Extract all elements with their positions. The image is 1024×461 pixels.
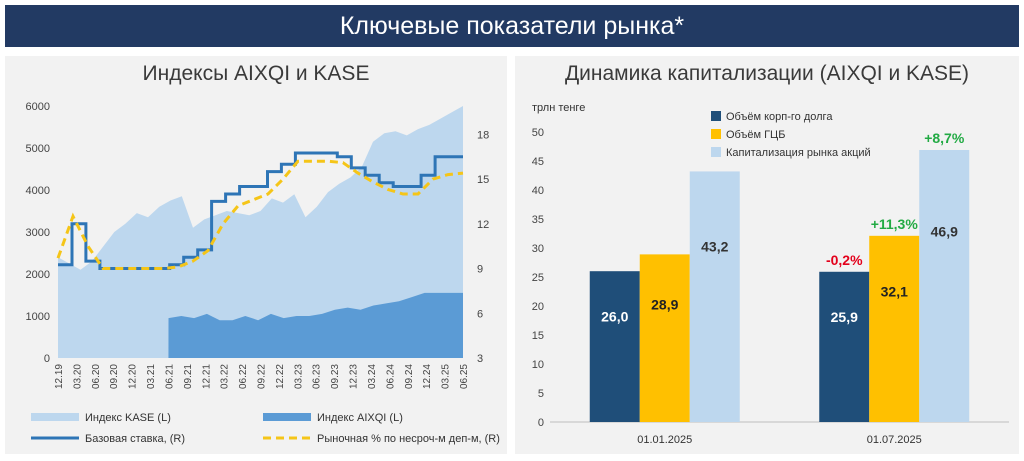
y-right-tick-label: 15 [477,174,489,186]
bar-value-label: 28,9 [651,297,678,313]
y-left-tick-label: 5000 [26,143,50,155]
right-chart-panel: Динамика капитализации (AIXQI и KASE) тр… [515,56,1019,454]
x-tick-label: 03.23 [293,364,304,389]
right-chart-title: Динамика капитализации (AIXQI и KASE) [564,62,970,85]
y-left-tick-label: 2000 [26,269,50,281]
y-left-tick-label: 1000 [26,311,50,323]
legend-label-kase: Индекс KASE (L) [85,412,171,424]
y-tick-label: 50 [532,127,544,139]
y-axis-unit-label: трлн тенге [532,102,585,114]
bar-value-label: 43,2 [701,239,728,255]
x-tick-label: 06.22 [238,364,249,389]
legend-label-corp-debt: Объём корп-го долга [726,111,833,123]
page-title: Ключевые показатели рынка* [339,11,685,40]
bar-value-label: 26,0 [601,308,628,324]
base-rate-line [58,151,463,270]
bar-value-label: 46,9 [931,224,958,240]
x-tick-label: 03.24 [367,364,378,389]
y-right-tick-label: 3 [477,353,483,365]
x-tick-label: 03.20 [72,364,83,389]
right-chart-svg: трлн тенге 0 5 10 15 20 25 30 35 40 45 50 01.01.202… [532,102,1009,446]
legend-swatch-kase [31,413,79,421]
left-chart-legend: Индекс KASE (L) Индекс AIXQI (L) Базовая… [31,412,500,445]
legend-label-market-rate: Рыночная % по несроч-м деп-м, (R) [317,433,500,445]
y-right-tick-label: 6 [477,308,483,320]
right-chart-legend: Объём корп-го долга Объём ГЦБ Капитализа… [711,111,871,159]
y-tick-label: 40 [532,185,544,197]
x-tick-label: 12.19 [54,364,65,389]
left-chart-lines [56,151,464,270]
y-left-tick-label: 0 [44,353,50,365]
x-tick-label: 09.20 [109,364,120,389]
y-left-tick-label: 4000 [26,185,50,197]
x-tick-label: 03.22 [220,364,231,389]
bar-2-1 [919,149,970,422]
left-chart-axes: 0 1000 2000 3000 4000 5000 6000 3 6 9 12 15 18 12.19 0… [26,101,490,389]
legend-label-base-rate: Базовая ставка, (R) [85,433,185,445]
change-label: +11,3% [871,216,919,232]
change-label: +8,7% [924,130,965,146]
y-tick-label: 15 [532,330,544,342]
legend-label-capitalization: Капитализация рынка акций [726,147,871,159]
y-tick-label: 0 [538,417,544,429]
legend-swatch-corp-debt [711,111,721,121]
y-right-tick-label: 9 [477,264,483,276]
change-label: -0,2% [826,252,863,268]
category-label: 01.07.2025 [867,434,922,446]
legend-swatch-capitalization [711,147,721,157]
bar-value-label: 32,1 [881,284,908,300]
legend-label-aixqi: Индекс AIXQI (L) [317,412,403,424]
x-tick-label: 09.23 [330,364,341,389]
bar-0-1 [819,271,870,422]
x-tick-label: 12.24 [422,364,433,389]
left-chart-svg: 0 1000 2000 3000 4000 5000 6000 3 6 9 12 15 18 12.19 0… [26,101,500,445]
left-chart-panel: Индексы AIXQI и KASE 0 1000 2000 3000 4000 50… [5,56,507,454]
x-tick-label: 03.21 [146,364,157,389]
bar-1-0 [639,254,690,422]
left-chart-areas [58,106,464,358]
x-tick-label: 12.21 [201,364,212,389]
bar-0-0 [589,271,640,422]
bar-value-label: 25,9 [831,309,858,325]
page-title-banner: Ключевые показатели рынка* [5,5,1019,47]
aixqi-index-area [168,292,464,358]
y-tick-label: 25 [532,272,544,284]
y-tick-label: 5 [538,388,544,400]
left-chart-title: Индексы AIXQI и KASE [142,62,370,85]
x-tick-label: 12.20 [128,364,139,389]
legend-label-gcb: Объём ГЦБ [726,129,785,141]
y-tick-label: 45 [532,156,544,168]
x-tick-label: 03.25 [441,364,452,389]
x-tick-label: 12.22 [275,364,286,389]
y-left-tick-label: 3000 [26,227,50,239]
x-tick-label: 06.25 [459,364,470,389]
x-tick-label: 09.24 [404,364,415,389]
x-tick-label: 06.20 [91,364,102,389]
right-chart-bars: 26,0 28,9 43,2 25,9 -0,2% 32,1 +11,3% 46,9 +8,7% [589,130,970,422]
y-tick-label: 30 [532,243,544,255]
legend-swatch-aixqi [263,413,311,421]
y-tick-label: 20 [532,301,544,313]
bar-2-0 [689,171,740,422]
y-right-tick-label: 18 [477,129,489,141]
x-tick-label: 06.23 [312,364,323,389]
y-tick-label: 10 [532,359,544,371]
x-tick-label: 09.22 [257,364,268,389]
x-tick-label: 06.24 [385,364,396,389]
legend-swatch-gcb [711,129,721,139]
x-tick-label: 12.23 [349,364,360,389]
y-right-tick-label: 12 [477,219,489,231]
y-tick-label: 35 [532,214,544,226]
right-chart-axes: 0 5 10 15 20 25 30 35 40 45 50 01.01.2025 01.07.2025 [532,127,1009,446]
category-label: 01.01.2025 [637,434,692,446]
market-rate-line [56,159,464,270]
x-tick-label: 06.21 [164,364,175,389]
bar-1-1 [869,235,920,422]
x-tick-label: 09.21 [183,364,194,389]
y-left-tick-label: 6000 [26,101,50,113]
